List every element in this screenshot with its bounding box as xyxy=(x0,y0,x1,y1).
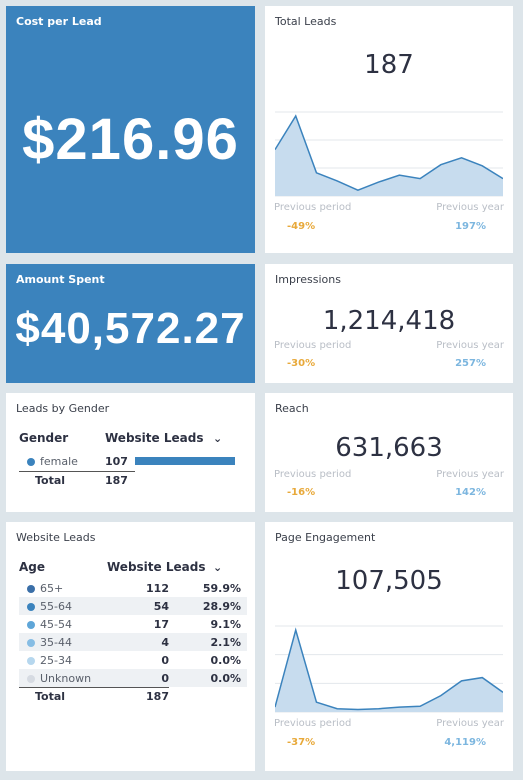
total-row: Total 187 xyxy=(19,687,169,705)
sparkline-area xyxy=(275,630,503,712)
previous-period-label: Previous period xyxy=(274,340,352,351)
gender-table: Gender Website Leads ⌄ female 107 Total … xyxy=(19,429,249,489)
total-label: Total xyxy=(35,474,66,487)
page-engagement-value: 107,505 xyxy=(335,566,443,596)
website-leads-table: Age Website Leads ⌄ 65+ 112 59.9% 55-64 54 28… xyxy=(19,558,247,705)
row-value: 4 xyxy=(161,635,169,649)
legend-dot xyxy=(27,457,35,466)
impressions-value: 1,214,418 xyxy=(322,306,456,336)
table-row: 25-34 0 0.0% xyxy=(19,651,247,669)
card-title: Reach xyxy=(275,402,309,415)
card-title: Amount Spent xyxy=(16,273,105,286)
amount-spent-value: $40,572.27 xyxy=(15,304,246,353)
column-header-website-leads[interactable]: Website Leads xyxy=(105,431,204,445)
card-title: Website Leads xyxy=(16,531,96,544)
legend-dot xyxy=(27,656,35,665)
previous-period-label: Previous period xyxy=(274,718,352,729)
table-row: 35-44 4 2.1% xyxy=(19,633,247,651)
reach-card: Reach 631,663 Previous period Previous y… xyxy=(265,393,513,512)
website-leads-rows: 65+ 112 59.9% 55-64 54 28.9% 45-54 17 9.1% 35-44 4… xyxy=(19,579,247,687)
previous-period-label: Previous period xyxy=(274,202,352,213)
legend-dot xyxy=(27,674,35,683)
row-percent: 2.1% xyxy=(210,635,241,649)
sparkline-line xyxy=(275,627,503,711)
total-value: 187 xyxy=(146,690,169,703)
row-percent: 28.9% xyxy=(202,599,241,613)
row-label: 25-34 xyxy=(40,653,72,667)
total-leads-value: 187 xyxy=(364,50,414,80)
row-label: 55-64 xyxy=(40,599,72,613)
table-row: female 107 xyxy=(19,451,249,471)
page-engagement-card: Page Engagement 107,505 Previous period … xyxy=(265,522,513,771)
reach-value: 631,663 xyxy=(335,433,443,463)
table-row: Unknown 0 0.0% xyxy=(19,669,247,687)
previous-year-pct: 197% xyxy=(455,221,486,232)
total-leads-sparkline xyxy=(275,111,503,197)
previous-period-pct: -30% xyxy=(287,358,316,369)
table-row: 55-64 54 28.9% xyxy=(19,597,247,615)
total-label: Total xyxy=(35,690,66,703)
previous-year-pct: 142% xyxy=(455,487,486,498)
row-percent: 0.0% xyxy=(210,653,241,667)
row-percent: 0.0% xyxy=(210,671,241,685)
total-leads-card: Total Leads 187 Previous period Previous… xyxy=(265,6,513,253)
previous-year-label: Previous year xyxy=(436,718,504,729)
impressions-card: Impressions 1,214,418 Previous period Pr… xyxy=(265,264,513,383)
row-value: 0 xyxy=(161,653,169,667)
column-header-website-leads[interactable]: Website Leads xyxy=(107,560,206,574)
legend-dot xyxy=(27,602,35,611)
previous-period-pct: -16% xyxy=(287,487,316,498)
card-title: Total Leads xyxy=(275,15,337,28)
cost-per-lead-value: $216.96 xyxy=(22,107,239,172)
card-title: Leads by Gender xyxy=(16,402,110,415)
column-header-gender[interactable]: Gender xyxy=(19,431,69,445)
total-row: Total 187 xyxy=(19,471,135,489)
table-row: 65+ 112 59.9% xyxy=(19,579,247,597)
row-label: female xyxy=(40,454,78,468)
row-label: 45-54 xyxy=(40,617,72,631)
amount-spent-card: Amount Spent $40,572.27 xyxy=(6,264,255,383)
previous-year-label: Previous year xyxy=(436,340,504,351)
previous-year-pct: 257% xyxy=(455,358,486,369)
row-value: 107 xyxy=(105,454,128,468)
website-leads-card: Website Leads Age Website Leads ⌄ 65+ 112… xyxy=(6,522,255,771)
previous-year-label: Previous year xyxy=(436,469,504,480)
previous-year-label: Previous year xyxy=(436,202,504,213)
legend-dot xyxy=(27,584,35,593)
leads-by-gender-card: Leads by Gender Gender Website Leads ⌄ f… xyxy=(6,393,255,512)
row-percent: 9.1% xyxy=(210,617,241,631)
previous-year-pct: 4,119% xyxy=(444,737,486,748)
previous-period-label: Previous period xyxy=(274,469,352,480)
sparkline-area xyxy=(275,116,503,196)
card-title: Cost per Lead xyxy=(16,15,102,28)
chevron-down-icon[interactable]: ⌄ xyxy=(213,560,223,574)
row-label: Unknown xyxy=(40,671,92,685)
total-value: 187 xyxy=(105,474,128,487)
legend-dot xyxy=(27,638,35,647)
page-engagement-sparkline xyxy=(275,625,503,713)
card-title: Impressions xyxy=(275,273,341,286)
card-title: Page Engagement xyxy=(275,531,376,544)
row-percent: 59.9% xyxy=(202,581,241,595)
chevron-down-icon[interactable]: ⌄ xyxy=(213,431,223,445)
row-value: 17 xyxy=(153,617,169,631)
row-value: 0 xyxy=(161,671,169,685)
table-row: 45-54 17 9.1% xyxy=(19,615,247,633)
previous-period-pct: -49% xyxy=(287,221,316,232)
row-label: 65+ xyxy=(40,581,64,595)
legend-dot xyxy=(27,620,35,629)
gender-bar xyxy=(135,457,235,465)
cost-per-lead-card: Cost per Lead $216.96 xyxy=(6,6,255,253)
column-header-age[interactable]: Age xyxy=(19,560,46,574)
row-label: 35-44 xyxy=(40,635,72,649)
previous-period-pct: -37% xyxy=(287,737,316,748)
row-value: 112 xyxy=(146,581,169,595)
row-value: 54 xyxy=(153,599,169,613)
sparkline-line xyxy=(275,114,503,192)
